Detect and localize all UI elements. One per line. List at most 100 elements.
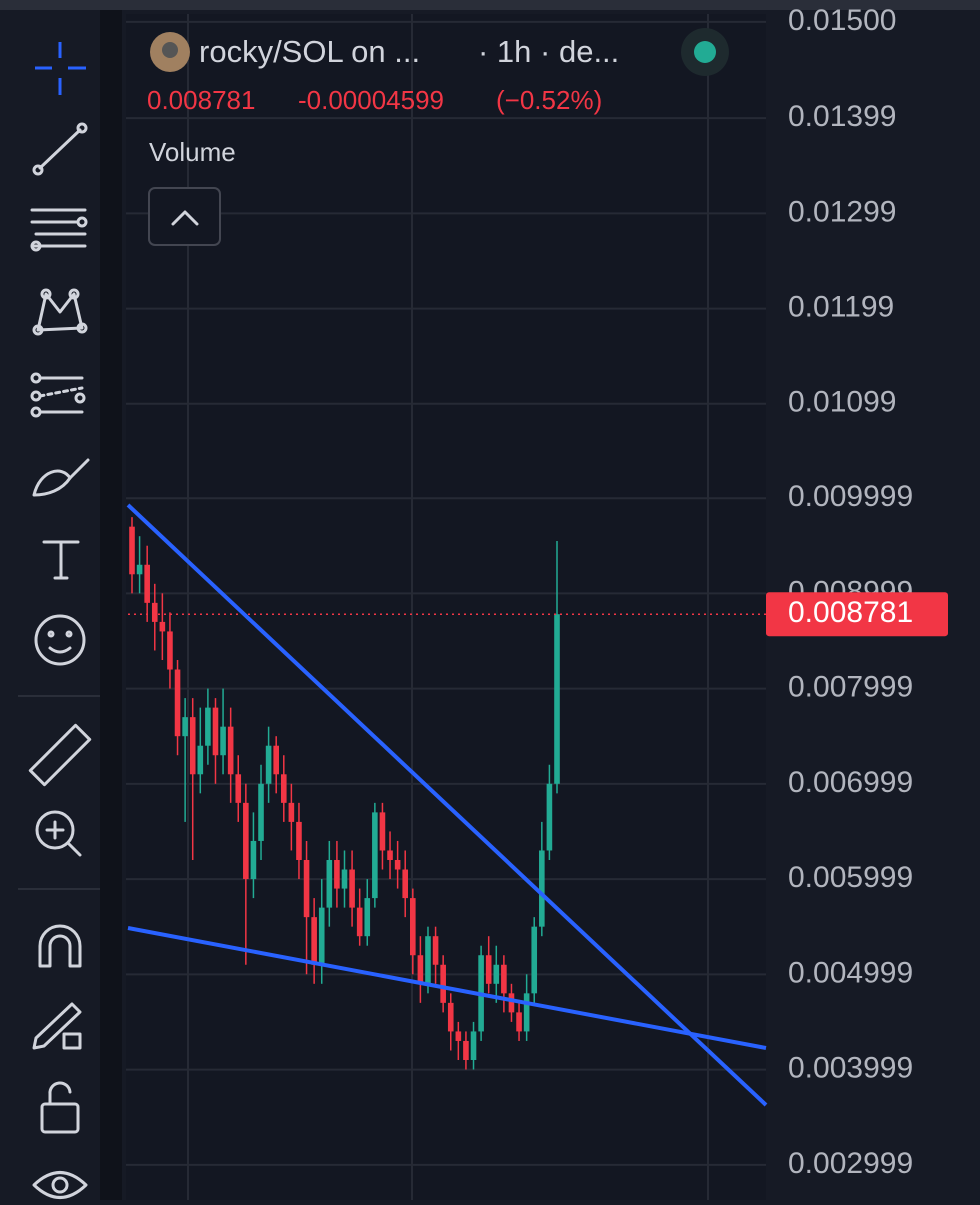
toolbar xyxy=(18,42,100,1199)
trend-line[interactable] xyxy=(126,503,768,1107)
candle-body xyxy=(318,907,325,965)
candle-body xyxy=(129,526,135,575)
price-axis: 0.01500 0.01399 0.01299 0.01199 0.01099 0.009… xyxy=(766,4,948,1180)
candle-body xyxy=(402,869,409,899)
y-tick-label: 0.01399 xyxy=(788,100,896,133)
candle-body xyxy=(326,860,333,908)
plot-area xyxy=(126,14,766,1200)
pattern-tool[interactable] xyxy=(32,288,88,336)
candle-body xyxy=(394,860,401,870)
grid xyxy=(126,14,766,1200)
candle-body xyxy=(288,802,295,822)
candle-body xyxy=(501,964,507,994)
interval[interactable]: · 1h · de... xyxy=(478,34,619,69)
candle-body xyxy=(205,707,211,746)
candle-body xyxy=(311,917,317,965)
candle-body xyxy=(151,602,158,622)
candles xyxy=(128,517,766,1070)
candle-body xyxy=(174,669,181,737)
magnet-tool[interactable] xyxy=(38,924,82,968)
y-tick-label: 0.006999 xyxy=(788,766,913,799)
candle-body xyxy=(334,860,340,889)
candle-body xyxy=(265,745,272,784)
candle-body xyxy=(554,614,560,784)
candle-body xyxy=(144,564,150,603)
status-dot xyxy=(694,41,716,63)
header-price: 0.008781 xyxy=(147,85,255,115)
candle-body xyxy=(167,631,173,670)
candle-body xyxy=(189,717,196,775)
candle-body xyxy=(463,1040,469,1060)
candle-body xyxy=(379,812,386,851)
candle-body xyxy=(212,707,219,756)
candle-body xyxy=(387,850,393,860)
candle-body xyxy=(182,717,188,737)
y-tick-label: 0.007999 xyxy=(788,671,913,704)
candle-body xyxy=(136,564,143,575)
y-tick-label: 0.01099 xyxy=(788,386,896,419)
candle-body xyxy=(280,774,287,803)
candle-body xyxy=(273,745,279,775)
forecast-tool[interactable] xyxy=(30,372,86,418)
candle-body xyxy=(410,898,416,956)
candle-body xyxy=(417,955,424,984)
candle-body xyxy=(470,1031,477,1060)
candle-body xyxy=(493,964,500,984)
candle-body xyxy=(523,993,530,1032)
unlock-tool[interactable] xyxy=(40,1081,80,1134)
candle-body xyxy=(356,907,363,937)
y-tick-label: 0.004999 xyxy=(788,956,913,989)
candle-body xyxy=(432,936,439,965)
candle-body xyxy=(227,726,234,775)
candle-body xyxy=(220,726,226,756)
ruler-tool[interactable] xyxy=(28,723,92,787)
y-tick-label: 0.003999 xyxy=(788,1052,913,1085)
y-tick-label: 0.009999 xyxy=(788,480,913,513)
header-change-pct: (−0.52%) xyxy=(496,85,602,115)
candle-body xyxy=(372,812,378,899)
candle-body xyxy=(440,964,446,1003)
chevron-up xyxy=(171,210,199,226)
candle-body xyxy=(303,860,310,918)
candle-body xyxy=(258,783,264,841)
y-tick-label: 0.01500 xyxy=(788,4,896,37)
candle-body xyxy=(455,1031,462,1041)
candle-body xyxy=(516,1012,522,1032)
candle-body xyxy=(546,783,553,851)
visibility-tool[interactable] xyxy=(32,1171,88,1199)
candle-body xyxy=(508,993,515,1013)
lock-drawing-tool[interactable] xyxy=(32,1002,82,1050)
candle-body xyxy=(447,1002,454,1032)
candle-body xyxy=(425,936,431,984)
token-avatar-detail xyxy=(162,42,178,58)
collapse-button[interactable] xyxy=(148,187,221,246)
last-price-tag xyxy=(766,592,948,637)
crosshair-tool[interactable] xyxy=(35,42,86,95)
y-tick-label: 0.01299 xyxy=(788,195,896,228)
y-tick-label: 0.002999 xyxy=(788,1147,913,1180)
y-tick-label: 0.01199 xyxy=(788,290,894,323)
candle-body xyxy=(296,821,302,860)
toolbar-gap xyxy=(100,10,122,1200)
trend-line[interactable] xyxy=(127,926,767,1050)
candle-body xyxy=(250,840,257,880)
fib-tool[interactable] xyxy=(30,208,88,252)
candle-body xyxy=(341,869,348,889)
line-tool[interactable] xyxy=(32,122,88,176)
candle-body xyxy=(349,869,355,908)
emoji-tool[interactable] xyxy=(34,614,86,666)
y-tick-label: 0.005999 xyxy=(788,861,913,894)
symbol[interactable]: rocky/SOL on ... xyxy=(199,34,420,69)
brush-tool[interactable] xyxy=(32,458,90,497)
candle-body xyxy=(159,621,166,632)
candle-body xyxy=(243,802,249,880)
zoom-tool[interactable] xyxy=(35,810,82,857)
candle-body xyxy=(197,745,204,775)
candle-body xyxy=(539,850,545,927)
text-tool[interactable] xyxy=(42,540,80,580)
indicator[interactable]: Volume xyxy=(149,137,236,167)
top-bar xyxy=(0,0,980,10)
candle-body xyxy=(364,898,371,937)
